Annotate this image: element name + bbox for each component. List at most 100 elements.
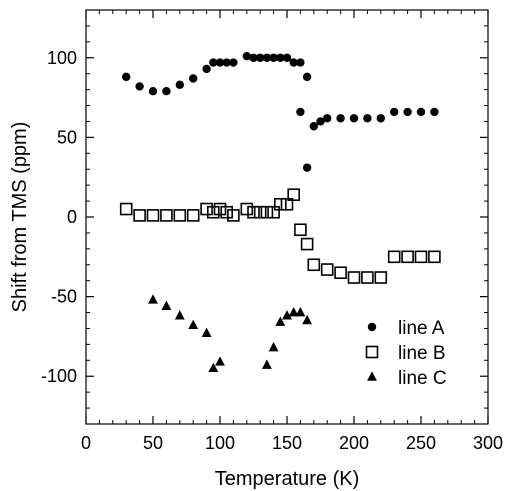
series-line-b: [119, 188, 441, 284]
x-tick-label: 100: [205, 433, 235, 453]
data-point: [119, 202, 133, 216]
data-point: [288, 306, 299, 317]
data-point: [307, 258, 321, 272]
data-point: [162, 87, 171, 96]
data-point: [262, 53, 272, 62]
data-point: [374, 271, 388, 284]
data-point: [222, 58, 231, 67]
data-point: [188, 319, 199, 330]
data-point: [148, 294, 158, 304]
data-point: [273, 197, 287, 211]
data-point: [160, 209, 173, 222]
data-point: [201, 327, 212, 338]
data-point: [202, 64, 211, 74]
data-point: [300, 237, 314, 251]
data-point: [256, 53, 265, 62]
data-point: [320, 263, 334, 276]
data-point: [287, 188, 301, 202]
data-point: [403, 107, 412, 117]
data-points: [119, 51, 441, 373]
y-tick-label: -100: [41, 366, 77, 386]
x-tick-label: 0: [81, 433, 91, 453]
data-point: [189, 74, 198, 83]
data-point: [387, 250, 401, 264]
data-point: [220, 205, 233, 219]
data-point: [390, 107, 399, 117]
data-point: [361, 271, 374, 284]
y-tick-label: -50: [51, 287, 77, 307]
data-point: [148, 87, 158, 96]
data-point: [209, 58, 218, 67]
data-point: [122, 72, 131, 82]
data-point: [349, 114, 359, 123]
data-point: [430, 107, 439, 117]
legend-label: line C: [398, 368, 447, 389]
data-point: [207, 205, 220, 219]
data-point: [242, 51, 251, 61]
data-point: [376, 114, 385, 123]
data-point: [161, 300, 172, 310]
data-point: [173, 209, 187, 222]
data-point: [267, 205, 280, 219]
data-point: [296, 107, 305, 117]
minor-ticks: [86, 9, 488, 425]
data-point: [363, 114, 372, 123]
data-point: [334, 266, 347, 280]
data-point: [296, 58, 305, 67]
data-point: [302, 163, 312, 172]
data-point: [247, 205, 260, 219]
data-point: [302, 314, 313, 325]
data-point: [200, 202, 213, 216]
data-point: [428, 250, 441, 264]
x-tick-label: 300: [473, 433, 503, 453]
series-line-a: [122, 51, 439, 172]
data-point: [316, 117, 325, 126]
data-point: [282, 53, 292, 62]
data-point: [215, 356, 225, 366]
data-point: [260, 205, 274, 219]
legend-marker: [367, 322, 377, 332]
data-point: [215, 58, 225, 67]
data-point: [186, 209, 200, 222]
legend: line A line B line C: [365, 318, 447, 389]
data-point: [261, 359, 272, 369]
x-tick-label: 150: [272, 433, 302, 453]
data-point: [133, 209, 146, 222]
legend-marker: [367, 371, 377, 381]
y-tick-label: 100: [47, 48, 77, 68]
data-point: [276, 53, 285, 62]
x-tick-label: 200: [339, 433, 369, 453]
y-tick-labels: -100 -50 0 50 100: [41, 48, 77, 386]
data-point: [416, 107, 426, 117]
x-tick-label: 250: [406, 433, 436, 453]
data-point: [282, 310, 292, 320]
data-point: [146, 209, 160, 222]
series-line-c: [148, 294, 313, 373]
data-point: [289, 58, 298, 67]
data-point: [414, 250, 428, 264]
data-point: [336, 114, 345, 123]
data-point: [229, 58, 238, 67]
data-point: [280, 197, 294, 211]
data-point: [135, 82, 144, 91]
data-point: [309, 122, 318, 131]
data-point: [323, 114, 332, 123]
data-point: [213, 202, 227, 216]
data-point: [240, 202, 254, 216]
data-point: [401, 250, 414, 264]
legend-label: line A: [398, 318, 445, 339]
x-tick-label: 50: [143, 433, 163, 453]
data-point: [227, 209, 240, 222]
data-point: [302, 72, 312, 82]
plot-frame: [85, 9, 489, 425]
data-point: [268, 341, 279, 352]
data-point: [347, 271, 361, 284]
data-point: [175, 80, 184, 90]
y-tick-label: 0: [67, 207, 77, 227]
data-point: [295, 306, 306, 317]
y-axis-title: Shift from TMS (ppm): [9, 122, 31, 313]
data-point: [253, 205, 267, 219]
data-point: [174, 310, 185, 320]
